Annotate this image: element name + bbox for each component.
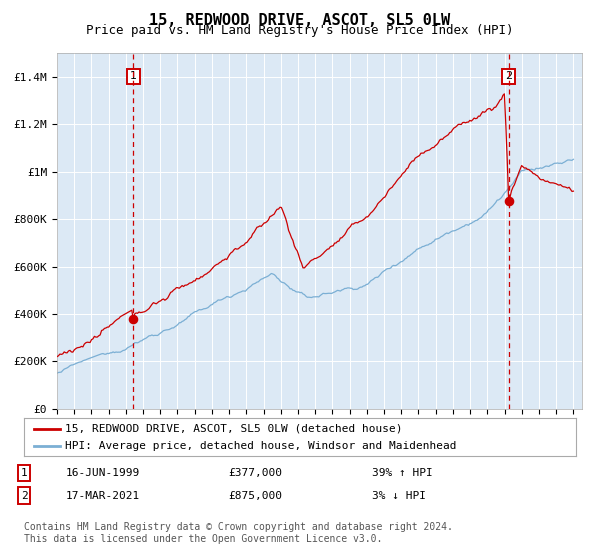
Text: 15, REDWOOD DRIVE, ASCOT, SL5 0LW: 15, REDWOOD DRIVE, ASCOT, SL5 0LW xyxy=(149,13,451,28)
Text: 16-JUN-1999: 16-JUN-1999 xyxy=(66,468,140,478)
Text: 15, REDWOOD DRIVE, ASCOT, SL5 0LW (detached house): 15, REDWOOD DRIVE, ASCOT, SL5 0LW (detac… xyxy=(65,423,403,433)
Text: 39% ↑ HPI: 39% ↑ HPI xyxy=(372,468,433,478)
Text: 1: 1 xyxy=(20,468,28,478)
Text: Contains HM Land Registry data © Crown copyright and database right 2024.
This d: Contains HM Land Registry data © Crown c… xyxy=(24,522,453,544)
Text: Price paid vs. HM Land Registry's House Price Index (HPI): Price paid vs. HM Land Registry's House … xyxy=(86,24,514,38)
Text: £377,000: £377,000 xyxy=(228,468,282,478)
Text: £875,000: £875,000 xyxy=(228,491,282,501)
Text: 3% ↓ HPI: 3% ↓ HPI xyxy=(372,491,426,501)
Text: 17-MAR-2021: 17-MAR-2021 xyxy=(66,491,140,501)
Text: 2: 2 xyxy=(505,71,512,81)
Text: 1: 1 xyxy=(130,71,137,81)
Text: 2: 2 xyxy=(20,491,28,501)
Text: HPI: Average price, detached house, Windsor and Maidenhead: HPI: Average price, detached house, Wind… xyxy=(65,441,457,451)
Point xyxy=(128,315,138,324)
Point xyxy=(504,197,514,206)
